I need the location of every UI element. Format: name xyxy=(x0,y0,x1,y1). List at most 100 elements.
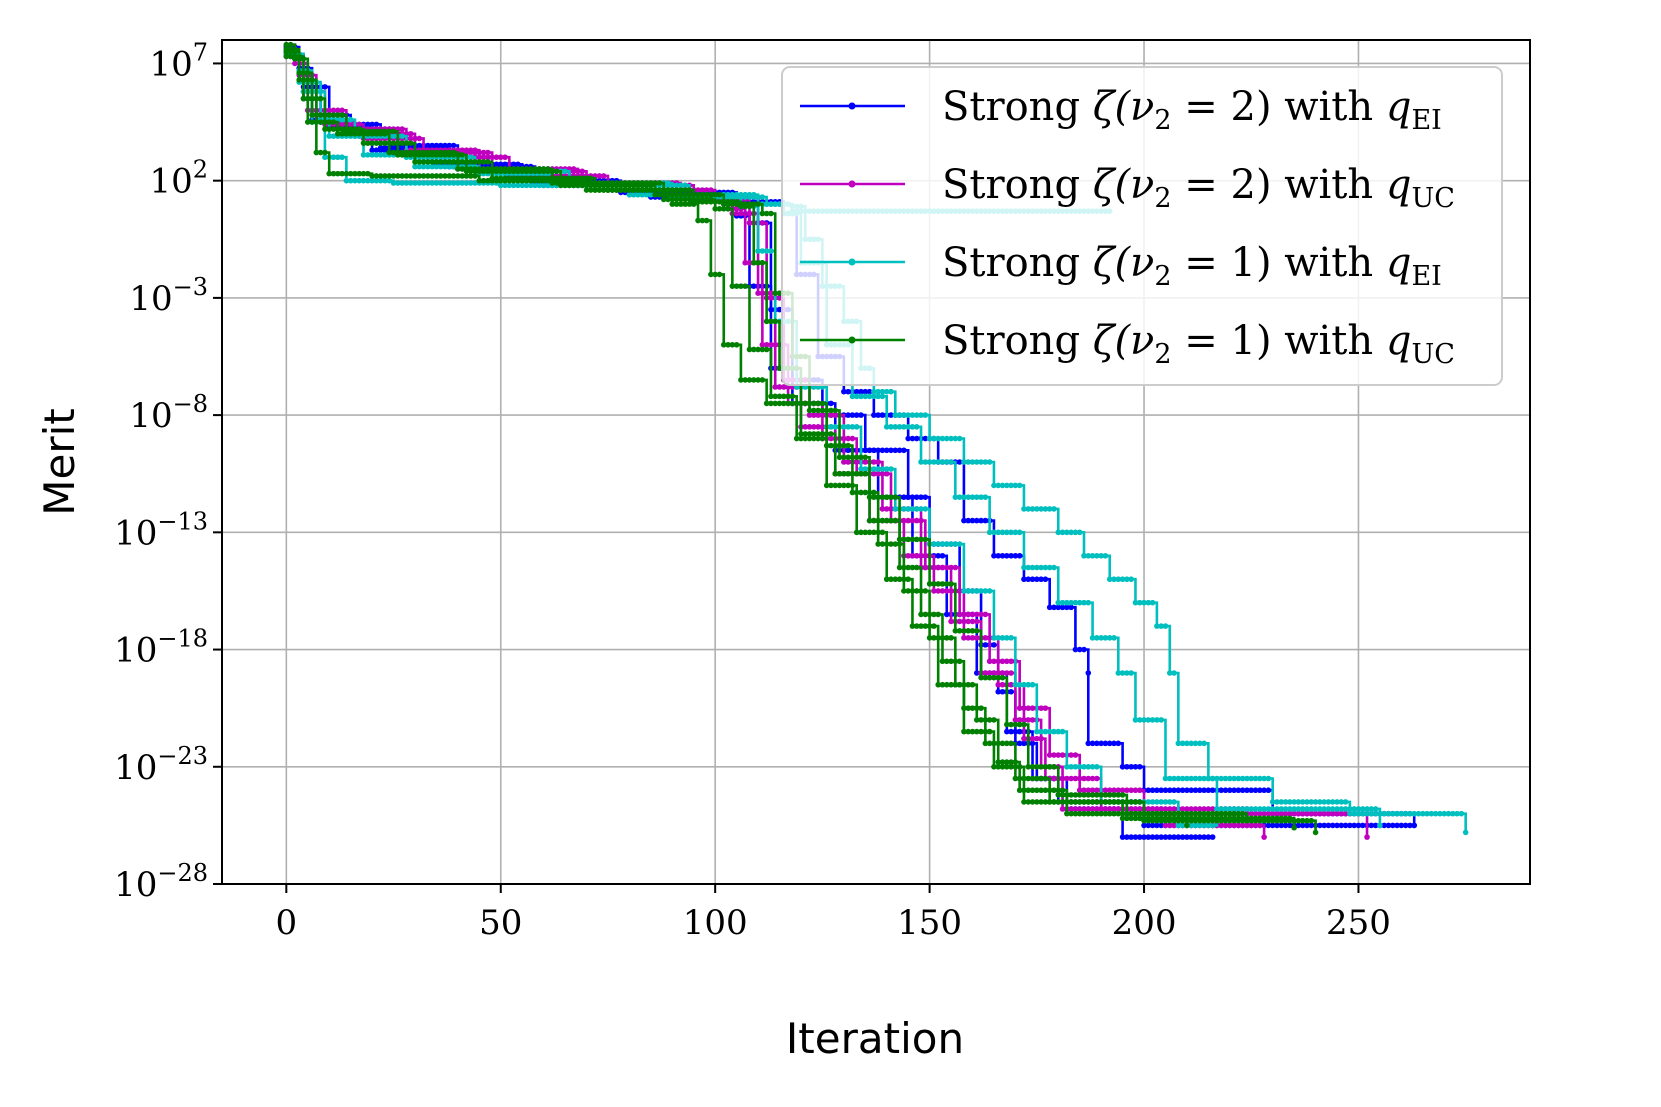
data-point xyxy=(999,688,1006,695)
data-point xyxy=(579,182,586,189)
data-point xyxy=(377,140,384,146)
data-point xyxy=(755,259,761,266)
data-point xyxy=(1364,806,1370,812)
data-point xyxy=(416,152,423,158)
data-point xyxy=(939,564,946,571)
data-point xyxy=(1012,759,1019,765)
data-point xyxy=(1342,810,1349,817)
data-point xyxy=(1136,717,1143,723)
data-point xyxy=(965,628,972,634)
data-point xyxy=(888,466,894,472)
data-point xyxy=(343,128,350,135)
data-point xyxy=(879,541,886,547)
data-point xyxy=(510,168,517,175)
data-point xyxy=(317,112,324,118)
data-point xyxy=(1085,670,1092,676)
data-point xyxy=(1025,787,1032,794)
data-point xyxy=(334,130,341,137)
data-point xyxy=(506,168,513,175)
data-point xyxy=(956,459,963,465)
data-point xyxy=(1299,810,1306,817)
data-point xyxy=(909,536,916,543)
data-point xyxy=(1098,810,1104,817)
data-point xyxy=(425,173,431,179)
data-point xyxy=(819,400,826,407)
data-point xyxy=(918,506,924,512)
data-point xyxy=(1072,646,1079,653)
data-point xyxy=(1051,506,1057,512)
data-point xyxy=(759,210,766,217)
data-point xyxy=(789,393,796,400)
data-point xyxy=(939,658,946,665)
data-point xyxy=(1008,482,1014,489)
data-point xyxy=(1034,728,1040,735)
data-point xyxy=(815,400,821,407)
data-point xyxy=(1201,822,1207,829)
data-point xyxy=(450,152,457,158)
data-point xyxy=(330,119,337,125)
data-point xyxy=(1055,752,1062,758)
data-point xyxy=(472,173,478,179)
data-point xyxy=(836,470,843,477)
data-point xyxy=(853,470,860,477)
data-point xyxy=(845,447,851,454)
data-point xyxy=(1055,799,1062,805)
data-point xyxy=(420,152,427,158)
data-point xyxy=(1136,799,1143,805)
data-point xyxy=(1068,810,1074,817)
data-point xyxy=(798,400,804,407)
data-point xyxy=(1128,799,1134,805)
data-point xyxy=(570,182,577,189)
data-point xyxy=(1154,810,1160,817)
data-point xyxy=(905,536,911,543)
data-point xyxy=(776,393,783,400)
data-point xyxy=(1158,834,1164,840)
data-point xyxy=(995,529,1002,536)
data-point xyxy=(1162,799,1169,805)
data-point xyxy=(455,159,461,165)
data-point xyxy=(695,187,701,193)
data-point xyxy=(1261,810,1267,817)
data-point xyxy=(935,552,941,559)
data-point xyxy=(1437,810,1443,817)
data-point xyxy=(1085,792,1092,798)
data-point xyxy=(1312,806,1319,812)
data-point xyxy=(1282,815,1289,822)
data-point xyxy=(806,424,813,430)
data-point xyxy=(1188,822,1195,829)
data-point xyxy=(502,154,508,161)
data-point xyxy=(497,182,504,189)
data-point xyxy=(1149,799,1156,805)
data-point xyxy=(497,168,504,175)
data-point xyxy=(1175,740,1182,747)
data-point xyxy=(763,400,770,407)
data-point xyxy=(648,191,654,198)
data-point xyxy=(943,588,950,594)
data-point xyxy=(1171,815,1177,822)
data-point xyxy=(1368,810,1375,817)
data-point xyxy=(1149,787,1156,794)
data-point xyxy=(729,341,736,348)
data-point xyxy=(1364,810,1370,817)
data-point xyxy=(1205,810,1212,817)
data-point xyxy=(982,674,989,681)
data-point xyxy=(1261,834,1267,840)
data-point xyxy=(815,424,821,430)
data-point xyxy=(1076,775,1083,782)
data-point xyxy=(999,482,1006,489)
data-point xyxy=(806,407,813,414)
data-point xyxy=(395,152,401,158)
data-point xyxy=(1016,552,1023,559)
data-point xyxy=(1231,787,1237,794)
data-point xyxy=(1239,775,1246,782)
data-point xyxy=(1201,834,1207,840)
data-point xyxy=(926,635,933,641)
data-point xyxy=(858,454,864,461)
data-point xyxy=(545,168,551,175)
data-point xyxy=(866,517,873,524)
data-point xyxy=(965,517,972,524)
data-point xyxy=(991,482,997,489)
data-point xyxy=(540,168,547,175)
data-point xyxy=(283,46,290,53)
data-point xyxy=(425,152,431,158)
